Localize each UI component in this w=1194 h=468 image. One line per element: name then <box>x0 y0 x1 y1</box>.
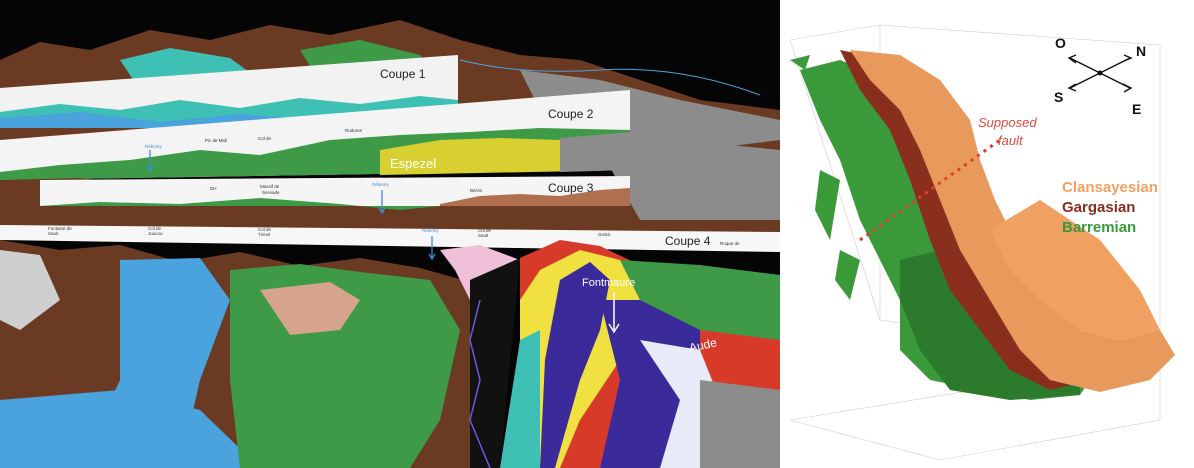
place-label-small-9: Tinnel <box>258 232 270 237</box>
compass-e: E <box>1132 101 1141 117</box>
barremian-fragments <box>790 55 860 300</box>
foreground-terrain-pink <box>260 282 360 335</box>
compass-n: N <box>1136 43 1146 59</box>
compass-center <box>1097 70 1103 76</box>
fontmaure-arrow-head <box>608 323 620 334</box>
section-title-1: Coupe 1 <box>380 67 426 81</box>
place-label-small-4: Fontaine de <box>48 226 72 231</box>
fault-label-line-2: fault <box>998 133 1024 148</box>
folded-strata-indigo <box>540 262 610 468</box>
place-rebenty-3: Rébenty <box>422 228 440 233</box>
section-title-3: Coupe 3 <box>548 181 594 195</box>
place-rebenty-1: Rébenty <box>145 144 163 149</box>
geological-3d-model-svg: Coupe 1 Coupe 2 Rébenty Pic de Midi Col … <box>0 20 780 468</box>
valley-shadow <box>470 258 520 468</box>
place-label-small-1: Pic de Midi <box>205 138 227 143</box>
fault-label-line-1: Supposed <box>978 115 1037 130</box>
place-label-small-5: Sault <box>48 231 59 236</box>
folded-strata-grey <box>700 380 780 468</box>
compass-o: O <box>1055 35 1066 51</box>
geological-3d-model-view: Coupe 1 Coupe 2 Rébenty Pic de Midi Col … <box>0 0 780 468</box>
place-label-small-6: Col de <box>148 226 162 231</box>
folded-strata-teal <box>500 330 540 468</box>
place-label-small-12: Gesta <box>598 232 611 237</box>
place-fontmaure: Fontmaure <box>582 277 635 289</box>
place-label-small-10: Col de <box>478 228 492 233</box>
place-label-small-13: Roque de <box>720 241 740 246</box>
place-label-small-11: Sault <box>478 233 489 238</box>
foreground-terrain-blue-base <box>0 390 260 468</box>
isosurface-3d-view: Supposed fault O N S E Clansayesian Garg… <box>780 0 1194 468</box>
place-massif-2: Sesvade <box>262 190 280 195</box>
legend-barremian: Barremian <box>1062 219 1136 236</box>
place-label-small-3: Rodome <box>345 128 363 133</box>
clansayesian-highlight <box>990 200 1160 340</box>
place-belvis: Belvis <box>470 188 483 193</box>
place-aude: Aude <box>688 335 719 355</box>
foreground-terrain-light <box>0 250 60 330</box>
place-massif: Massif de <box>260 184 280 189</box>
river-trace <box>469 299 491 468</box>
place-label-small-7: Joucou <box>148 231 163 236</box>
section-3-brick-layer <box>440 188 630 206</box>
place-label-small-2: Col de <box>258 136 272 141</box>
rebenty-arrows <box>146 150 436 261</box>
isosurface-svg: Supposed fault O N S E Clansayesian Garg… <box>789 24 1175 461</box>
legend-clansayesian: Clansayesian <box>1062 179 1158 196</box>
place-dh: DH <box>210 186 217 191</box>
river-network <box>459 59 761 96</box>
mid-terrain-grey <box>600 140 780 220</box>
section-title-2: Coupe 2 <box>548 107 594 121</box>
place-label-small-8: Col de <box>258 227 272 232</box>
place-rebenty-2: Rébenty <box>372 182 390 187</box>
section-3-green-layer <box>40 198 630 210</box>
legend-gargasian: Gargasian <box>1062 199 1135 216</box>
compass-s: S <box>1054 89 1063 105</box>
place-espezel: Espezel <box>390 156 436 171</box>
clansayesian-body <box>850 50 1175 392</box>
fontmaure-green-slope <box>620 260 780 340</box>
section-title-4: Coupe 4 <box>665 234 711 248</box>
